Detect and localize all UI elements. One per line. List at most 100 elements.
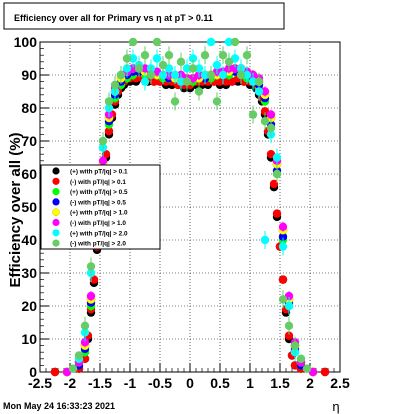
x-tick-label: 2.5 [330, 375, 350, 391]
data-point [152, 54, 162, 63]
legend-marker [52, 218, 60, 227]
data-point [194, 87, 204, 96]
data-point [200, 70, 210, 80]
y-tick-label: 100 [14, 34, 38, 50]
chart-title: Efficiency over all for Primary vs η at … [14, 13, 213, 23]
y-tick-label: 70 [21, 133, 37, 149]
data-point [74, 351, 84, 360]
data-point [152, 37, 162, 47]
y-tick-label: 20 [21, 298, 37, 314]
y-tick-label: 30 [21, 265, 37, 281]
data-point [80, 321, 90, 330]
data-point [176, 77, 186, 86]
legend-marker [52, 167, 60, 175]
data-point [98, 136, 108, 146]
data-point [128, 54, 138, 63]
legend-entry: (-) with pT/|q| > 2.0 [52, 239, 126, 248]
data-point [278, 295, 288, 304]
x-axis-label: η [332, 399, 339, 414]
data-point [260, 235, 270, 245]
title-box: Efficiency over all for Primary vs η at … [3, 2, 285, 30]
data-point [101, 150, 111, 159]
data-point [230, 64, 240, 73]
y-tick-label: 50 [21, 199, 37, 215]
y-tick-label: 80 [21, 100, 37, 116]
data-point [272, 153, 282, 162]
legend-entry: (-) with pT/|q| > 0.5 [52, 198, 126, 206]
data-point [86, 262, 96, 271]
legend-entry: (-) with pT/|q| > 1.0 [52, 218, 126, 227]
data-point [260, 87, 270, 96]
data-point [260, 117, 270, 126]
legend-marker [52, 177, 60, 185]
data-point [284, 331, 294, 340]
data-point [290, 341, 300, 350]
legend-label: (+) with pT/|q| > 1.0 [70, 210, 128, 217]
data-point [200, 51, 210, 60]
legend-entry: (+) with pT/|q| > 0.5 [52, 188, 128, 196]
data-point [50, 367, 60, 377]
legend-marker [52, 188, 60, 196]
data-point [89, 275, 99, 284]
legend-label: (-) with pT/|q| > 0.5 [70, 199, 126, 206]
data-point [284, 301, 294, 311]
data-point [248, 77, 258, 86]
data-point [224, 57, 234, 66]
data-point [80, 338, 90, 347]
data-point [218, 70, 228, 80]
data-point [182, 77, 192, 86]
data-point [158, 70, 168, 80]
legend-label: (+) with pT/|q| > 0.5 [70, 189, 128, 196]
x-tick-label: -0.5 [148, 375, 172, 391]
legend-entry: (+) with pT/|q| > 0.1 [52, 167, 128, 176]
data-point [176, 57, 186, 66]
data-point [140, 77, 150, 86]
data-point [302, 364, 312, 373]
axis-ticks: -2.5 -2 -1.5 -1 -0.5 0 0.5 1 1.5 2 2.5 0 10 20 30 40 50 6… [14, 34, 350, 391]
data-point [278, 222, 288, 231]
data-point [266, 123, 276, 132]
legend-label: (-) with pT/|q| > 0.1 [70, 179, 126, 186]
data-point [188, 54, 198, 63]
data-point [254, 87, 264, 96]
data-point [149, 77, 159, 86]
y-tick-label: 90 [21, 67, 37, 83]
data-point [158, 60, 168, 70]
data-point [182, 64, 192, 73]
data-point [269, 179, 279, 189]
data-point [86, 291, 96, 301]
legend-label: (-) with pT/|q| > 1.0 [70, 220, 126, 227]
data-point [224, 37, 234, 47]
data-point [242, 70, 252, 80]
data-point [278, 242, 288, 251]
x-tick-label: 1 [246, 375, 254, 391]
data-point [110, 80, 120, 90]
x-tick-label: 2 [306, 375, 314, 391]
x-tick-label: 1.5 [270, 375, 290, 391]
data-point [206, 37, 216, 47]
legend-entry: (-) with pT/|q| > 0.1 [52, 177, 126, 186]
data-point [254, 77, 264, 86]
legend-label: (+) with pT/|q| > 0.1 [70, 169, 128, 176]
legend: (+) with pT/|q| > 0.1 (-) with pT/|q| > 0… [40, 164, 161, 250]
data-point [122, 54, 132, 63]
data-point [104, 97, 114, 106]
data-point [272, 169, 282, 179]
data-point [272, 209, 282, 218]
data-point [278, 232, 288, 241]
x-tick-label: -1.5 [88, 375, 112, 391]
data-point [170, 97, 180, 106]
data-point [278, 275, 288, 284]
data-point [248, 110, 258, 119]
legend-marker [52, 239, 60, 247]
data-point [128, 37, 138, 47]
data-point [122, 64, 132, 73]
legend-entry: (+) with pT/|q| > 2.0 [52, 229, 128, 237]
data-point [242, 51, 252, 60]
data-point [188, 64, 198, 73]
data-point [134, 64, 144, 73]
data-point [296, 354, 306, 363]
legend-marker [52, 198, 60, 206]
y-tick-label: 40 [21, 232, 37, 248]
legend-label: (+) with pT/|q| > 2.0 [70, 230, 128, 237]
